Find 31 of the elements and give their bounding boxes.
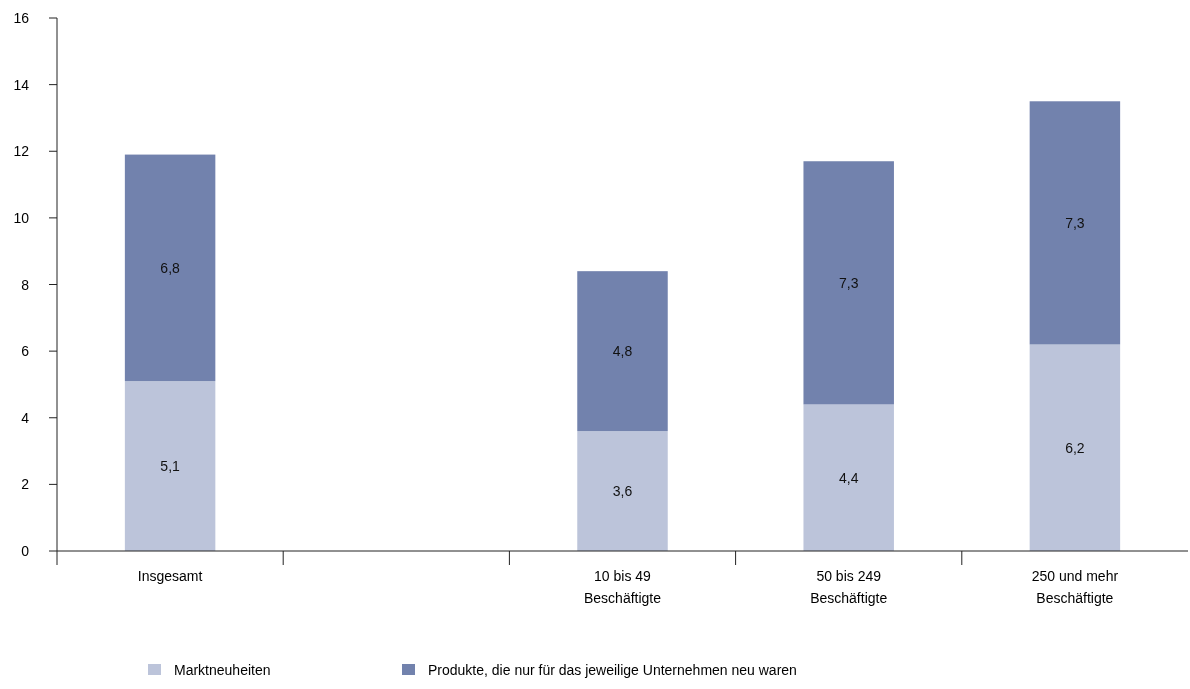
data-label: 5,1	[160, 458, 181, 475]
bar	[1029, 101, 1121, 345]
y-tick-label: 16	[13, 10, 30, 26]
x-tick-label: 250 und mehr Beschäftigte	[1031, 568, 1119, 606]
x-tick-label: Insgesamt	[137, 568, 203, 584]
bar	[124, 154, 216, 382]
bar	[803, 161, 894, 405]
legend-label: Produkte, die nur für das jeweilige Unternehmen neu waren	[428, 662, 797, 678]
bar	[124, 381, 216, 551]
y-tick-label: 12	[13, 143, 30, 160]
data-label: 7,3	[1065, 214, 1085, 231]
bar	[577, 431, 668, 551]
data-label: 6,2	[1065, 439, 1085, 456]
data-label: 6,8	[160, 259, 181, 276]
data-label: 4,4	[838, 469, 859, 486]
x-tick-label: 10 bis 49 Beschäftigte	[583, 568, 662, 606]
y-tick-label: 0	[21, 543, 30, 559]
y-tick-label: 4	[21, 409, 30, 426]
data-label: 4,8	[612, 343, 633, 360]
legend-label: Marktneuheiten	[174, 662, 271, 678]
y-tick-label: 10	[13, 209, 30, 226]
y-tick-label: 8	[21, 276, 30, 293]
y-tick-label: 2	[21, 476, 30, 493]
y-tick-label: 6	[21, 343, 30, 360]
bar	[803, 404, 894, 551]
bar	[1029, 344, 1121, 551]
data-label: 7,3	[838, 274, 859, 291]
data-label: 3,6	[612, 483, 633, 500]
bar	[577, 271, 668, 432]
x-tick-label: 50 bis 249 Beschäftigte	[810, 568, 888, 606]
y-tick-label: 14	[13, 76, 30, 93]
